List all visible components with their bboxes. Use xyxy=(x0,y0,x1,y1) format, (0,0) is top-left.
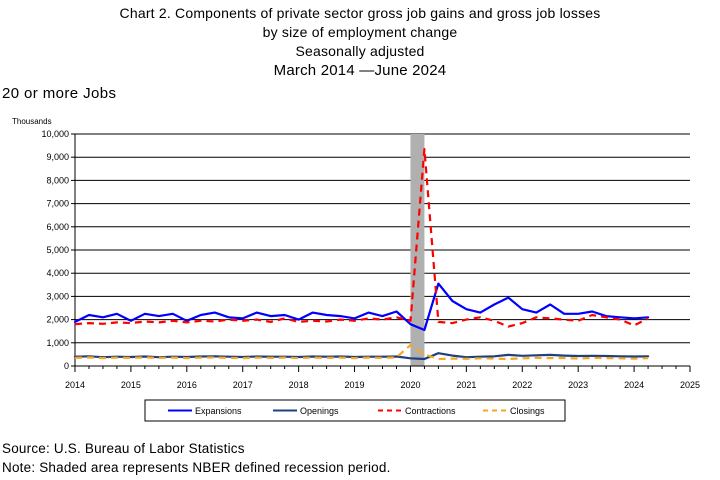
y-tick-label: 8,000 xyxy=(46,175,69,185)
chart-title-line-2: by size of employment change xyxy=(262,24,458,40)
y-tick-label: 5,000 xyxy=(46,245,69,255)
x-tick-label: 2025 xyxy=(680,380,700,390)
y-tick-label: 9,000 xyxy=(46,152,69,162)
x-tick-label: 2020 xyxy=(400,380,420,390)
x-tick-label: 2021 xyxy=(456,380,476,390)
chart-title-line-3: Seasonally adjusted xyxy=(295,43,425,59)
x-tick-label: 2022 xyxy=(512,380,532,390)
y-tick-label: 4,000 xyxy=(46,268,69,278)
series-line-closings xyxy=(74,344,649,361)
y-tick-label: 1,000 xyxy=(46,338,69,348)
legend-label-expansions: Expansions xyxy=(195,406,242,416)
x-tick-label: 2017 xyxy=(233,380,253,390)
series-line-expansions xyxy=(73,282,650,332)
y-axis-units-label: Thousands xyxy=(12,117,52,126)
subset-label: 20 or more Jobs xyxy=(2,85,117,102)
x-tick-label: 2018 xyxy=(289,380,309,390)
legend-box xyxy=(144,399,566,422)
x-tick-label: 2019 xyxy=(345,380,365,390)
y-tick-label: 3,000 xyxy=(46,291,69,301)
x-tick-label: 2016 xyxy=(177,380,197,390)
x-tick-label: 2024 xyxy=(624,380,644,390)
legend-label-openings: Openings xyxy=(300,406,339,416)
y-tick-label: 7,000 xyxy=(46,199,69,209)
y-tick-label: 10,000 xyxy=(41,129,69,139)
recession-shading xyxy=(410,134,425,366)
x-tick-label: 2023 xyxy=(568,380,588,390)
y-tick-label: 2,000 xyxy=(46,315,69,325)
legend-label-contractions: Contractions xyxy=(405,406,456,416)
x-tick-label: 2014 xyxy=(65,380,85,390)
series-line-contractions xyxy=(74,148,649,328)
x-tick-label: 2015 xyxy=(121,380,141,390)
recession-note: Note: Shaded area represents NBER define… xyxy=(2,460,391,475)
legend-label-closings: Closings xyxy=(510,406,545,416)
y-tick-label: 0 xyxy=(64,361,69,371)
chart-title-line-1: Chart 2. Components of private sector gr… xyxy=(119,5,601,21)
source-note: Source: U.S. Bureau of Labor Statistics xyxy=(2,441,245,456)
series-line-openings xyxy=(73,352,650,361)
chart-date-range: March 2014 —June 2024 xyxy=(273,62,447,79)
chart-title-block: Chart 2. Components of private sector gr… xyxy=(0,4,720,80)
y-tick-label: 6,000 xyxy=(46,222,69,232)
